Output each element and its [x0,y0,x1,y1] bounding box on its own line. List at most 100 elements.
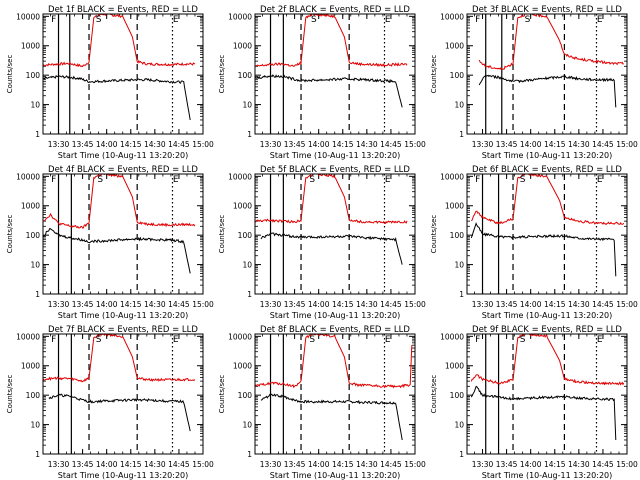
x-tick-label: 13:45 [72,300,94,309]
plot-frame [42,13,204,135]
y-tick-label: 100 [26,231,41,240]
y-tick-label: 1000 [445,362,464,371]
time-marker-label: S [309,335,315,345]
y-tick-label: 100 [450,231,465,240]
x-tick-label: 13:45 [72,460,94,469]
panel-title: Det 1f BLACK = Events, RED = LLD [48,5,198,15]
plot-frame [466,333,628,455]
x-tick-label: 14:15 [544,300,566,309]
y-tick-label: 1 [459,130,464,139]
y-tick-label: 100 [450,391,465,400]
panel-title: Det 6f BLACK = Events, RED = LLD [472,165,622,175]
y-axis-label: Counts/sec [218,55,226,94]
lld-series-line [470,334,625,386]
y-tick-label: 1 [247,450,252,459]
y-tick-label: 10000 [440,332,464,341]
y-axis-label: Counts/sec [218,375,226,414]
events-series-line [48,393,191,432]
y-tick-label: 1000 [21,362,40,371]
y-tick-label: 10000 [16,332,40,341]
time-marker-label: E [385,15,391,25]
y-tick-label: 10 [30,261,40,270]
panel-title: Det 4f BLACK = Events, RED = LLD [48,165,198,175]
x-tick-label: 15:00 [404,460,426,469]
lld-series-line [255,334,413,389]
time-marker-label: E [385,175,391,185]
chart-panel: Det 2f BLACK = Events, RED = LLD Counts/s… [218,5,426,160]
events-series-line [260,393,403,441]
x-tick-label: 13:30 [472,300,494,309]
x-tick-label: 14:15 [332,300,354,309]
time-marker-label: E [173,175,179,185]
x-axis-label: Start Time (10-Aug-11 13:20:20) [58,311,189,320]
lld-series-line [43,174,196,229]
lld-series-line [255,14,408,67]
x-tick-label: 13:30 [472,140,494,149]
y-tick-label: 1 [35,130,40,139]
x-tick-label: 14:15 [120,140,142,149]
events-series-line [470,222,617,277]
x-tick-label: 14:00 [96,460,118,469]
x-tick-label: 14:30 [568,140,590,149]
x-tick-label: 14:00 [96,140,118,149]
y-tick-label: 1 [459,450,464,459]
time-marker-label: E [597,15,603,25]
x-tick-label: 14:30 [568,460,590,469]
panel-title: Det 8f BLACK = Events, RED = LLD [260,325,410,335]
x-tick-label: 15:00 [192,300,214,309]
x-tick-label: 13:30 [472,460,494,469]
y-tick-label: 10 [454,101,464,110]
y-tick-label: 10000 [440,172,464,181]
y-axis-label: Counts/sec [430,215,438,254]
x-tick-label: 14:45 [592,300,614,309]
time-marker-label: E [385,335,391,345]
x-tick-label: 14:30 [356,140,378,149]
y-tick-label: 1 [247,290,252,299]
x-tick-label: 13:45 [496,140,518,149]
chart-panel: Det 7f BLACK = Events, RED = LLD Counts/s… [6,325,214,480]
time-marker-label: E [597,335,603,345]
events-series-line [470,385,617,441]
x-tick-label: 14:45 [592,140,614,149]
x-axis-label: Start Time (10-Aug-11 13:20:20) [482,471,613,480]
x-tick-label: 14:30 [356,300,378,309]
y-tick-label: 10000 [440,12,464,21]
x-tick-label: 13:45 [496,460,518,469]
y-tick-label: 1 [35,450,40,459]
plot-frame [466,173,628,295]
y-tick-label: 10000 [228,12,252,21]
x-axis-label: Start Time (10-Aug-11 13:20:20) [482,311,613,320]
panel-title: Det 3f BLACK = Events, RED = LLD [472,5,622,15]
x-tick-label: 15:00 [192,140,214,149]
y-tick-label: 100 [26,71,41,80]
x-tick-label: 14:15 [120,460,142,469]
events-series-line [478,74,617,108]
y-tick-label: 100 [238,71,253,80]
x-axis-label: Start Time (10-Aug-11 13:20:20) [270,471,401,480]
chart-panel: Det 5f BLACK = Events, RED = LLD Counts/s… [218,165,426,320]
y-tick-label: 100 [238,231,253,240]
x-tick-label: 14:15 [544,460,566,469]
x-tick-label: 14:00 [520,300,542,309]
time-marker-label: E [173,15,179,25]
x-tick-label: 14:00 [520,460,542,469]
lld-series-line [255,174,408,225]
time-marker-label: S [97,175,103,185]
events-series-line [43,74,191,121]
time-marker-label: S [311,15,317,25]
events-series-line [255,74,403,108]
y-tick-label: 10000 [16,12,40,21]
chart-panel: Det 3f BLACK = Events, RED = LLD Counts/s… [430,5,638,160]
x-tick-label: 14:45 [380,460,402,469]
x-tick-label: 15:00 [616,140,638,149]
x-tick-label: 14:15 [544,140,566,149]
events-series-line [260,232,403,265]
y-tick-label: 10 [242,261,252,270]
x-tick-label: 13:45 [284,460,306,469]
lld-series-line [43,14,196,68]
y-tick-label: 1000 [233,202,252,211]
plot-frame [254,13,416,135]
x-tick-label: 14:45 [168,300,190,309]
x-tick-label: 14:45 [168,460,190,469]
time-marker-label: S [96,335,102,345]
